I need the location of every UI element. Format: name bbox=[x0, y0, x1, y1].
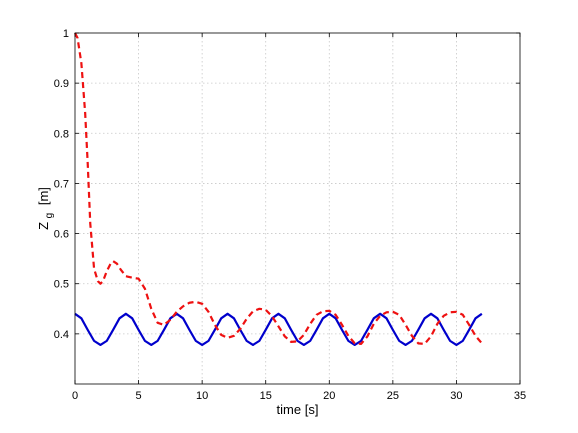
y-tick-label: 0.9 bbox=[54, 78, 69, 90]
y-tick-label: 0.4 bbox=[54, 329, 69, 341]
y-axis-label-subscript: g bbox=[44, 213, 55, 219]
plot-frame bbox=[74, 32, 521, 385]
y-tick-label: 0.7 bbox=[54, 178, 69, 190]
x-tick-label: 30 bbox=[450, 390, 462, 402]
y-tick-label: 0.5 bbox=[54, 279, 69, 291]
x-tick-label: 20 bbox=[323, 390, 335, 402]
y-axis-label: Z g [m] bbox=[36, 187, 55, 230]
x-axis-label: time [s] bbox=[277, 402, 319, 417]
y-tick-label: 0.6 bbox=[54, 229, 69, 241]
x-tick-label: 35 bbox=[514, 390, 526, 402]
y-axis-label-unit: [m] bbox=[36, 187, 51, 205]
data-series bbox=[74, 32, 483, 346]
x-tick-label: 10 bbox=[196, 390, 208, 402]
x-tick-label: 0 bbox=[72, 390, 78, 402]
y-tick-label: 1 bbox=[63, 28, 69, 40]
y-tick-label: 0.8 bbox=[54, 128, 69, 140]
x-tick-label: 15 bbox=[260, 390, 272, 402]
series-line-dashed bbox=[74, 32, 483, 345]
y-axis-label-main: Z bbox=[36, 222, 51, 230]
x-tick-label: 5 bbox=[136, 390, 142, 402]
grid-lines bbox=[75, 33, 520, 384]
axis-ticks: 0 5 10 15 20 25 30 35 0.4 0.5 0.6 0.7 0.8 0.9 1 bbox=[54, 28, 526, 402]
x-tick-label: 25 bbox=[387, 390, 399, 402]
